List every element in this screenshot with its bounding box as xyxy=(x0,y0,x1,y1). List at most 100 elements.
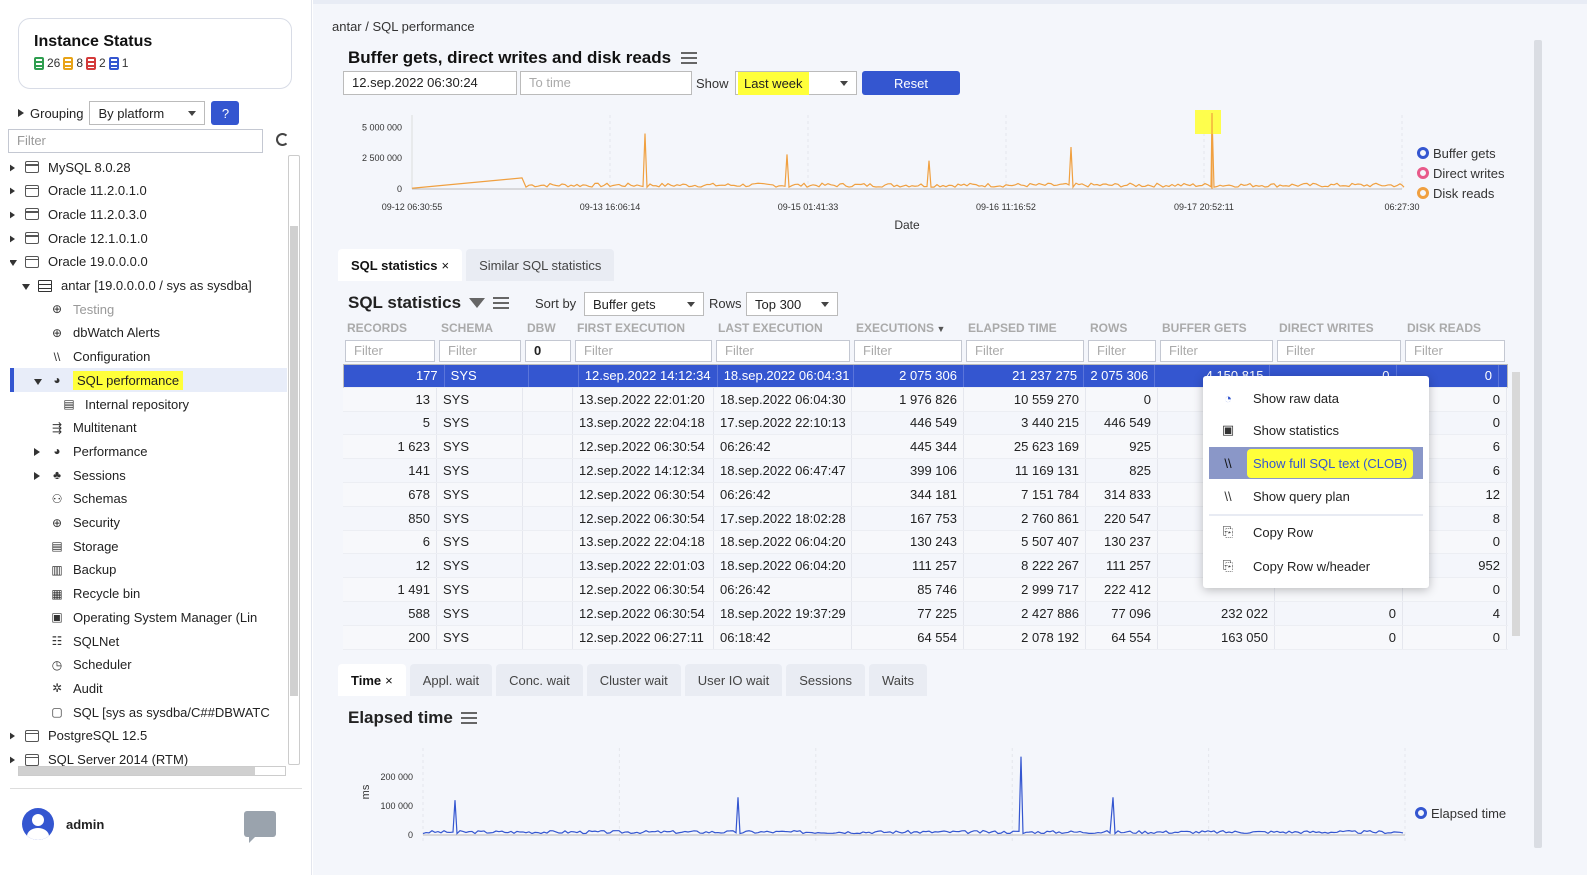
tree-item[interactable]: ⇶ Multitenant xyxy=(34,416,137,440)
menu-icon[interactable] xyxy=(493,297,510,309)
tree-toggle[interactable] xyxy=(34,468,50,483)
column-filter-input[interactable]: Filter xyxy=(1405,340,1505,362)
context-menu-item[interactable]: ▣ Show statistics xyxy=(1203,414,1429,446)
tree-item[interactable]: MySQL 8.0.28 xyxy=(10,155,131,179)
tree-vertical-scrollbar[interactable] xyxy=(288,155,300,765)
context-menu-item[interactable]: ⎘ Copy Row w/header xyxy=(1203,550,1429,582)
column-header[interactable]: DISK READS xyxy=(1407,321,1482,335)
tree-item[interactable]: Oracle 19.0.0.0.0 xyxy=(10,250,148,274)
tree-item[interactable]: ✲ Audit xyxy=(34,676,103,700)
column-header[interactable]: ELAPSED TIME xyxy=(968,321,1057,335)
tab-similar-sql-statistics[interactable]: Similar SQL statistics xyxy=(466,249,615,281)
table-scrollbar[interactable] xyxy=(1510,364,1522,646)
wait-tab[interactable]: Cluster wait xyxy=(586,664,681,696)
wait-tab[interactable]: Sessions xyxy=(786,664,865,696)
table-row[interactable]: 588 SYS 12.sep.2022 06:30:54 18.sep.2022 19… xyxy=(343,601,1508,626)
buffer-gets-chart[interactable]: 09-12 06:30:55 09-13 16:06:14 09-15 01:41:… xyxy=(340,105,1420,235)
menu-icon[interactable] xyxy=(681,52,698,64)
column-filter-input[interactable]: Filter xyxy=(966,340,1084,362)
sort-by-select[interactable]: Buffer gets xyxy=(584,292,704,316)
column-filter-input[interactable]: 0 xyxy=(525,340,571,362)
tree-item[interactable]: ⊕ Testing xyxy=(34,297,114,321)
column-filter-input[interactable]: Filter xyxy=(439,340,521,362)
sort-desc-icon[interactable]: ▼ xyxy=(934,324,946,334)
column-filter-input[interactable]: Filter xyxy=(345,340,435,362)
tree-toggle[interactable] xyxy=(10,254,25,269)
expand-icon[interactable] xyxy=(34,471,40,480)
tree-item[interactable]: ▥ Backup xyxy=(34,558,116,582)
table-row[interactable]: 141 SYS 12.sep.2022 14:12:34 18.sep.2022 06… xyxy=(343,459,1508,483)
tree-item[interactable]: ☷ SQLNet xyxy=(34,629,120,653)
scroll-thumb[interactable] xyxy=(290,226,298,696)
table-row[interactable]: 850 SYS 12.sep.2022 06:30:54 17.sep.2022 18… xyxy=(343,506,1508,531)
tree-toggle[interactable] xyxy=(10,231,25,246)
filter-icon[interactable] xyxy=(469,298,486,308)
show-period-select[interactable]: Last week xyxy=(735,71,857,95)
expand-icon[interactable] xyxy=(10,163,15,172)
context-menu-item[interactable]: ⎘ Copy Row xyxy=(1203,516,1429,548)
reset-button[interactable]: Reset xyxy=(862,71,960,95)
column-header[interactable]: SCHEMA xyxy=(441,321,494,335)
tree-item[interactable]: antar [19.0.0.0.0 / sys as sysdba] xyxy=(22,274,252,298)
tree-horizontal-scrollbar[interactable] xyxy=(10,764,288,778)
tree-item[interactable]: ⊕ dbWatch Alerts xyxy=(34,321,160,345)
tree-item[interactable]: PostgreSQL 12.5 xyxy=(10,724,147,748)
column-filter-input[interactable]: Filter xyxy=(1088,340,1156,362)
refresh-icon[interactable] xyxy=(276,133,289,146)
tree-item[interactable]: ⊕ Security xyxy=(34,511,120,535)
tree-item[interactable]: Oracle 11.2.0.3.0 xyxy=(10,202,147,226)
column-header[interactable]: RECORDS xyxy=(347,321,408,335)
column-header[interactable]: DBW xyxy=(527,321,556,335)
user-profile[interactable]: admin xyxy=(22,808,104,840)
context-menu-item[interactable]: \\ Show full SQL text (CLOB) xyxy=(1209,447,1423,479)
legend-item[interactable]: Direct writes xyxy=(1417,163,1505,183)
scroll-thumb[interactable] xyxy=(1512,372,1520,636)
tree-toggle[interactable] xyxy=(10,728,25,743)
tab-sql-statistics[interactable]: SQL statistics × xyxy=(338,249,463,281)
expand-icon[interactable] xyxy=(10,234,15,243)
column-header[interactable]: LAST EXECUTION xyxy=(718,321,823,335)
column-header[interactable]: DIRECT WRITES xyxy=(1279,321,1374,335)
tree-item[interactable]: Oracle 11.2.0.1.0 xyxy=(10,179,147,203)
column-filter-input[interactable]: Filter xyxy=(1277,340,1401,362)
tree-toggle[interactable] xyxy=(34,444,50,459)
help-button[interactable]: ? xyxy=(211,101,240,125)
tree-toggle[interactable] xyxy=(10,207,25,222)
tree-toggle[interactable] xyxy=(22,278,38,293)
grouping-expand-icon[interactable] xyxy=(18,109,24,117)
legend-item[interactable]: Disk reads xyxy=(1417,183,1505,203)
context-menu-item[interactable]: \\ Show query plan xyxy=(1203,480,1429,512)
context-menu-item[interactable]: ◔ Show raw data xyxy=(1203,382,1429,414)
column-header[interactable]: ROWS xyxy=(1090,321,1128,335)
tree-item[interactable]: ◷ Scheduler xyxy=(34,653,132,677)
expand-icon[interactable] xyxy=(34,447,40,456)
tree-item[interactable]: ◕ Performance xyxy=(34,439,147,463)
close-icon[interactable]: × xyxy=(441,257,450,273)
expand-icon[interactable] xyxy=(10,756,15,764)
wait-tab[interactable]: Appl. wait xyxy=(409,664,493,696)
column-header[interactable]: FIRST EXECUTION xyxy=(577,321,686,335)
tree-item[interactable]: ▤ Internal repository xyxy=(46,392,189,416)
scroll-thumb[interactable] xyxy=(1534,40,1542,848)
wait-tab[interactable]: User IO wait xyxy=(684,664,783,696)
to-time-input[interactable]: To time xyxy=(520,71,692,95)
tree-item[interactable]: SQL Server 2014 (RTM) xyxy=(10,748,188,766)
column-filter-input[interactable]: Filter xyxy=(716,340,850,362)
table-row[interactable]: 200 SYS 12.sep.2022 06:27:11 06:18:42 64 554… xyxy=(343,625,1508,650)
expand-icon[interactable] xyxy=(10,187,15,196)
tree-toggle[interactable] xyxy=(34,373,50,388)
tree-toggle[interactable] xyxy=(10,183,25,198)
tree-item[interactable]: ▦ Recycle bin xyxy=(34,582,140,606)
instance-status-card[interactable]: Instance Status 26 8 2 1 xyxy=(18,18,292,89)
column-filter-input[interactable]: Filter xyxy=(854,340,962,362)
legend-item[interactable]: Elapsed time xyxy=(1415,803,1506,823)
tree-filter-input[interactable]: Filter xyxy=(8,129,263,153)
tree-toggle[interactable] xyxy=(10,160,25,175)
main-scrollbar[interactable] xyxy=(1531,40,1545,848)
elapsed-time-chart[interactable]: 200 000 100 000 0 ms xyxy=(355,740,1415,850)
legend-item[interactable]: Buffer gets xyxy=(1417,143,1505,163)
grouping-select[interactable]: By platform xyxy=(89,101,206,125)
tree-item[interactable]: ▣ Operating System Manager (Lin xyxy=(34,605,257,629)
tree-item[interactable]: ▢ SQL [sys as sysdba/C##DBWATC xyxy=(34,700,269,724)
chat-icon[interactable] xyxy=(244,811,276,843)
